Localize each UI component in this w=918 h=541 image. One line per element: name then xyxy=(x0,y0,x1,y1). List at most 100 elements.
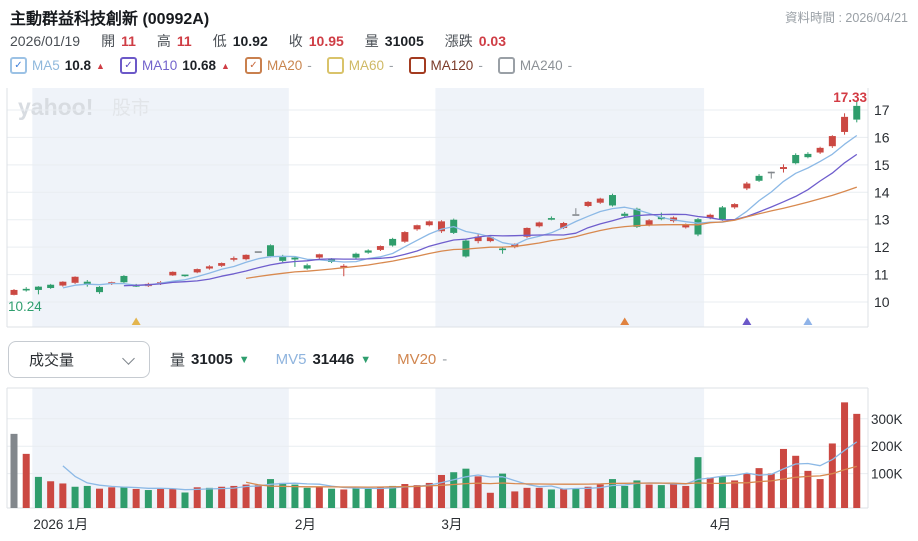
candle-body xyxy=(95,286,103,293)
candle-body xyxy=(364,250,372,253)
candle-body xyxy=(779,167,787,169)
candle-body xyxy=(376,246,384,250)
ma-label: MA120 xyxy=(430,58,474,73)
ma-toggle-ma5[interactable]: ✓ MA5 10.8 ▲ xyxy=(10,57,105,74)
stat-value: 31005 xyxy=(191,351,233,368)
candle-body xyxy=(596,198,604,203)
candle-body xyxy=(816,147,824,153)
candle-body xyxy=(474,236,482,242)
quote-value: 10.95 xyxy=(308,33,344,49)
volume-bar xyxy=(83,485,91,508)
orange-triangle-marker-icon xyxy=(620,317,630,325)
candle-body xyxy=(853,105,861,120)
ma-value: 10.8 xyxy=(64,58,92,73)
candle-body xyxy=(572,214,580,216)
candle-body xyxy=(828,136,836,147)
down-triangle-icon: ▼ xyxy=(238,353,250,366)
volume-bar xyxy=(450,472,458,508)
candle-body xyxy=(303,265,311,269)
quote-label: 低 xyxy=(212,33,227,49)
volume-bar xyxy=(181,492,189,508)
candle-body xyxy=(804,153,812,158)
ma-label: MA60 xyxy=(348,58,385,73)
volume-bar xyxy=(389,485,397,508)
volume-bar xyxy=(523,487,531,508)
price-axis-label: 16 xyxy=(874,129,890,145)
indicator-dropdown-label: 成交量 xyxy=(29,352,75,369)
stat-label: MV20 xyxy=(397,351,437,368)
candle-body xyxy=(71,276,79,283)
candle-body xyxy=(340,265,348,268)
up-triangle-icon: ▲ xyxy=(221,60,230,71)
quote-value: 11 xyxy=(121,33,136,49)
volume-bar xyxy=(193,487,201,508)
volume-bar xyxy=(499,473,507,508)
ma-toggle-ma120[interactable]: MA120- xyxy=(408,57,483,74)
checked-checkbox-icon[interactable]: ✓ xyxy=(119,57,137,74)
volume-bar xyxy=(71,486,79,508)
volume-bar xyxy=(853,413,861,508)
volume-bar xyxy=(242,484,250,508)
ma-toggle-ma240[interactable]: MA240- xyxy=(497,57,572,74)
candle-body xyxy=(694,219,702,235)
quote-field-量: 量 31005 xyxy=(365,31,424,51)
checked-checkbox-icon[interactable]: ✓ xyxy=(10,57,27,74)
volume-bar xyxy=(218,486,226,508)
volume-bar xyxy=(560,488,568,508)
ma-value: - xyxy=(478,58,483,73)
candle-body xyxy=(34,286,42,290)
yahoo-watermark-suffix: 股市 xyxy=(112,97,150,119)
quote-field-漲跌: 漲跌 0.03 xyxy=(445,31,506,51)
volume-bar xyxy=(120,486,128,508)
candle-body xyxy=(47,284,55,289)
candle-body xyxy=(841,116,849,132)
yahoo-watermark-logo: yahoo! xyxy=(18,94,93,120)
volume-bar xyxy=(59,483,67,508)
quote-label: 高 xyxy=(156,33,171,49)
data-timestamp: 資料時間 : 2026/04/21 xyxy=(785,11,908,25)
volume-bar xyxy=(706,477,714,508)
candle-body xyxy=(230,258,238,260)
quote-value: 0.03 xyxy=(478,33,506,49)
volume-stats: 量 31005 ▼ MV5 31446 ▼ MV20- xyxy=(170,349,447,370)
candle-body xyxy=(621,213,629,216)
volume-bar xyxy=(34,476,42,508)
volume-bar xyxy=(364,488,372,508)
indicator-dropdown[interactable]: 成交量 xyxy=(8,341,150,378)
quote-field-收: 收 10.95 xyxy=(289,31,344,51)
candle-body xyxy=(535,222,543,227)
candle-body xyxy=(547,218,555,220)
unchecked-checkbox-icon[interactable] xyxy=(408,57,426,74)
price-axis-label: 14 xyxy=(874,184,890,200)
mv5-line xyxy=(62,441,858,491)
volume-bar xyxy=(401,484,409,508)
month-band xyxy=(435,88,705,327)
candle-body xyxy=(169,271,177,276)
unchecked-checkbox-icon[interactable] xyxy=(326,57,344,74)
quote-label: 量 xyxy=(364,33,379,49)
volume-bar xyxy=(535,487,543,508)
candle-body xyxy=(266,245,274,257)
candle-body xyxy=(22,288,30,291)
candle-body xyxy=(608,195,616,206)
candle-body xyxy=(767,171,775,174)
volume-bar xyxy=(340,489,348,508)
mv20-line xyxy=(245,465,857,488)
volume-bar xyxy=(572,488,580,508)
candle-body xyxy=(499,248,507,251)
quote-row: 2026/01/19 開 11 高 11 低 10.92 收 10.95 量 31005 漲跌 0.0… xyxy=(10,31,506,51)
volume-bar xyxy=(511,491,519,508)
ma-toggle-ma60[interactable]: MA60- xyxy=(326,57,394,74)
unchecked-checkbox-icon[interactable] xyxy=(497,57,515,74)
price-axis-label: 15 xyxy=(874,157,890,173)
ma-label: MA5 xyxy=(32,58,60,73)
ma-toggle-ma10[interactable]: ✓ MA10 10.68 ▲ xyxy=(119,57,230,74)
ma-toggle-ma20[interactable]: ✓ MA20- xyxy=(244,57,312,74)
checked-checkbox-icon[interactable]: ✓ xyxy=(244,57,262,74)
volume-bar xyxy=(718,476,726,508)
volume-bar xyxy=(413,485,421,508)
volume-bar xyxy=(10,433,18,508)
volume-stat-mv5: MV5 31446 ▼ xyxy=(276,351,371,368)
